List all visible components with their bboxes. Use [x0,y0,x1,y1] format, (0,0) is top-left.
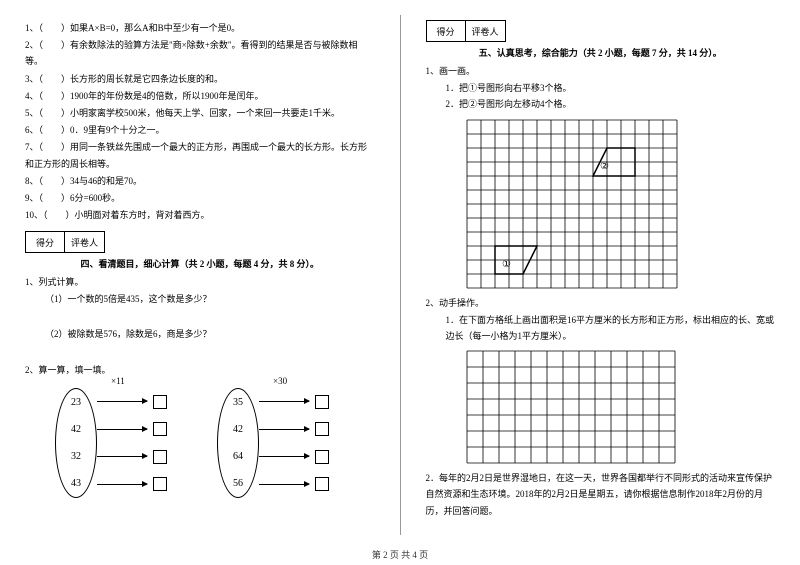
question-5: 5、（ ）小明家离学校500米，他每天上学、回家，一个来回一共要走1千米。 [25,105,375,121]
score-box-4: 得分 评卷人 [25,231,375,253]
oval-1: 23 42 32 43 [55,388,97,498]
arrows-2: ×30 [259,388,309,498]
oval-2: 35 42 64 56 [217,388,259,498]
oval-num: 56 [233,478,243,489]
grid-1-wrap: ①② [466,119,776,289]
svg-text:①: ① [502,259,511,270]
question-6: 6、（ ）0．9里有9个十分之一。 [25,122,375,138]
section-4-title: 四、看清题目，细心计算（共 2 小题，每题 4 分，共 8 分）。 [25,257,375,270]
oval-group-2: 35 42 64 56 ×30 [217,388,329,498]
answer-box [153,395,167,409]
arrow-icon [97,401,147,402]
score-box-5: 得分 评卷人 [426,20,776,42]
arrow-icon [97,456,147,457]
answer-box [315,450,329,464]
oval-diagrams: 23 42 32 43 ×11 [55,388,375,498]
grid-2 [466,350,676,464]
answer-box [153,450,167,464]
r-sub-2: 2、动手操作。 [426,295,776,311]
svg-text:②: ② [600,161,609,172]
question-10: 10、（ ）小明面对着东方时，背对着西方。 [25,207,375,223]
question-9: 9、（ ）6分=600秒。 [25,190,375,206]
arrow-icon [259,401,309,402]
answer-box [153,477,167,491]
answer-box [153,422,167,436]
mul-label-1: ×11 [111,376,125,386]
question-2: 2、（ ）有余数除法的验算方法是"商×除数+余数"。看得到的结果是否与被除数相等… [25,37,375,69]
answer-box [315,395,329,409]
question-3: 3、（ ）长方形的周长就是它四条边长度的和。 [25,71,375,87]
oval-num: 32 [71,451,81,462]
oval-num: 43 [71,478,81,489]
right-column: 得分 评卷人 五、认真思考，综合能力（共 2 小题，每题 7 分，共 14 分）… [401,0,800,540]
arrow-icon [97,429,147,430]
grid-1: ①② [466,119,678,289]
oval-num: 35 [233,397,243,408]
question-4: 4、（ ）1900年的年份数是4的倍数，所以1900年是闰年。 [25,88,375,104]
grid-2-wrap [466,350,776,464]
subsection-1: 1、列式计算。 [25,274,375,290]
answer-box [315,477,329,491]
grader-label: 评卷人 [65,231,105,253]
oval-num: 64 [233,451,243,462]
oval-num: 23 [71,397,81,408]
score-label: 得分 [25,231,65,253]
page-footer: 第 2 页 共 4 页 [0,548,800,561]
answer-boxes-1 [153,388,167,498]
left-column: 1、（ ）如果A×B=0，那么A和B中至少有一个是0。 2、（ ）有余数除法的验… [0,0,400,540]
answer-boxes-2 [315,388,329,498]
question-8: 8、（ ）34与46的和是70。 [25,173,375,189]
arrow-icon [259,484,309,485]
oval-num: 42 [233,424,243,435]
oval-num: 42 [71,424,81,435]
r-sub-1: 1、画一画。 [426,63,776,79]
sub-1b: （2）被除数是576，除数是6，商是多少？ [45,326,375,342]
sub-1a: （1）一个数的5倍是435，这个数是多少？ [45,291,375,307]
grader-label: 评卷人 [466,20,506,42]
arrow-icon [259,429,309,430]
r-sub-2a: 1．在下面方格纸上画出面积是16平方厘米的长方形和正方形，标出相应的长、宽或边长… [446,312,776,344]
score-label: 得分 [426,20,466,42]
arrow-icon [97,484,147,485]
oval-group-1: 23 42 32 43 ×11 [55,388,167,498]
section-5-title: 五、认真思考，综合能力（共 2 小题，每题 7 分，共 14 分）。 [426,46,776,59]
mul-label-2: ×30 [273,376,287,386]
r-sub-1a: 1．把①号图形向右平移3个格。 [446,80,776,96]
r-sub-1b: 2．把②号图形向左移动4个格。 [446,96,776,112]
question-7: 7、（ ）用同一条铁丝先围成一个最大的正方形，再围成一个最大的长方形。长方形和正… [25,139,375,171]
arrows-1: ×11 [97,388,147,498]
arrow-icon [259,456,309,457]
page-container: 1、（ ）如果A×B=0，那么A和B中至少有一个是0。 2、（ ）有余数除法的验… [0,0,800,540]
question-1: 1、（ ）如果A×B=0，那么A和B中至少有一个是0。 [25,20,375,36]
subsection-2: 2、算一算，填一填。 [25,362,375,378]
answer-box [315,422,329,436]
r-sub-2b: 2．每年的2月2日是世界湿地日，在这一天，世界各国都举行不同形式的活动来宣传保护… [426,470,776,519]
